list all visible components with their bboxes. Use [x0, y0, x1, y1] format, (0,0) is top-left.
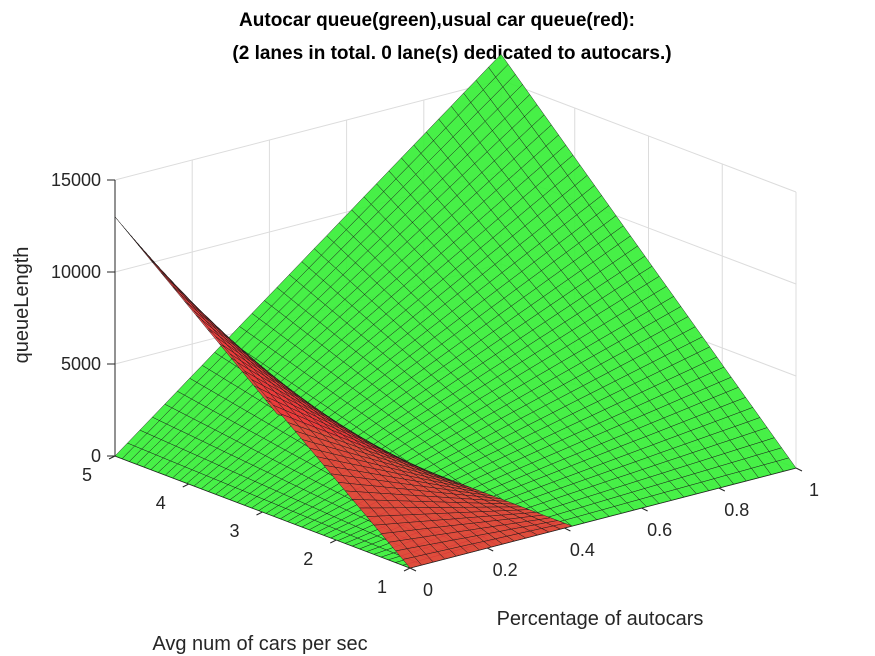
x-tick-label: 0.6 [647, 520, 672, 540]
surface-patch [776, 457, 797, 472]
x-tick-mark [486, 547, 494, 552]
x-tick-label: 0.4 [570, 540, 595, 560]
surface-patch [186, 302, 206, 321]
x-tick-mark [718, 487, 726, 492]
x-tick-mark [564, 527, 571, 532]
x-tick-label: 0 [423, 580, 433, 600]
y-tick-mark [256, 511, 263, 516]
y-tick-mark [330, 539, 337, 544]
x-tick-label: 0.8 [724, 500, 749, 520]
x-tick-label: 0.2 [493, 560, 518, 580]
y-axis-label: Avg num of cars per sec [152, 633, 367, 655]
y-tick-label: 2 [303, 549, 313, 569]
y-tick-label: 5 [82, 465, 92, 485]
chart-title-line-1: Autocar queue(green),usual car queue(red… [239, 10, 635, 31]
y-tick-label: 3 [229, 521, 239, 541]
y-tick-mark [182, 483, 189, 488]
x-tick-mark [641, 507, 648, 512]
z-tick-label: 15000 [51, 170, 101, 190]
z-axis-label: queueLength [11, 247, 33, 364]
x-tick-mark [795, 467, 803, 472]
surface-patch [179, 293, 199, 313]
x-axis-label: Percentage of autocars [497, 608, 704, 630]
chart-title-line-2: (2 lanes in total. 0 lane(s) dedicated t… [232, 43, 671, 64]
usual-car-queue-surface [114, 216, 573, 569]
z-tick-label: 0 [91, 446, 101, 466]
surface-patch [552, 523, 573, 530]
y-tick-label: 1 [377, 577, 387, 597]
z-tick-label: 5000 [61, 354, 101, 374]
x-tick-label: 1 [809, 480, 819, 500]
y-tick-mark [403, 567, 411, 572]
chart-title: Autocar queue(green),usual car queue(red… [232, 10, 671, 64]
x-tick-mark [409, 567, 417, 572]
z-tick-label: 10000 [51, 262, 101, 282]
y-tick-label: 4 [156, 493, 166, 513]
surface-plot [114, 53, 797, 569]
